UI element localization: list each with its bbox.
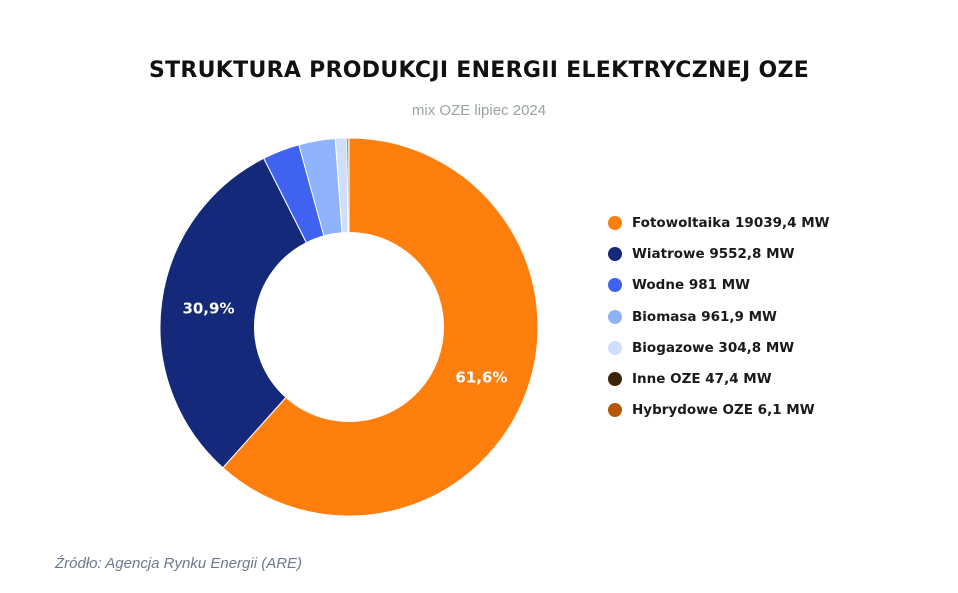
legend-swatch <box>608 403 622 418</box>
legend-item[interactable]: Hybrydowe OZE 6,1 MW <box>608 395 830 426</box>
donut-slice[interactable] <box>159 157 308 469</box>
legend-item[interactable]: Biogazowe 304,8 MW <box>608 332 830 363</box>
slice-data-label: 61,6% <box>455 369 507 387</box>
legend-item[interactable]: Inne OZE 47,4 MW <box>608 363 830 394</box>
legend-swatch <box>608 246 622 261</box>
legend-item[interactable]: Wiatrowe 9552,8 MW <box>608 238 830 269</box>
chart-subtitle: mix OZE lipiec 2024 <box>411 102 547 119</box>
legend-label: Wodne 981 MW <box>632 277 751 294</box>
legend-swatch <box>608 340 622 355</box>
chart-title: STRUKTURA PRODUKCJI ENERGII ELEKTRYCZNEJ… <box>148 58 810 83</box>
legend-swatch <box>608 372 622 387</box>
legend-item[interactable]: Biomasa 961,9 MW <box>608 301 830 332</box>
legend-item[interactable]: Fotowoltaika 19039,4 MW <box>608 207 830 238</box>
legend-label: Wiatrowe 9552,8 MW <box>632 245 795 262</box>
legend-label: Hybrydowe OZE 6,1 MW <box>632 402 815 419</box>
legend-label: Fotowoltaika 19039,4 MW <box>632 214 830 231</box>
chart-legend: Fotowoltaika 19039,4 MW Wiatrowe 9552,8 M… <box>608 207 830 426</box>
donut-slice[interactable] <box>222 137 539 517</box>
slice-data-label: 30,9% <box>182 299 234 317</box>
legend-swatch <box>608 278 622 293</box>
legend-label: Biomasa 961,9 MW <box>632 308 777 325</box>
legend-swatch <box>608 215 622 230</box>
source-note: Źródło: Agencja Rynku Energii (ARE) <box>55 555 303 572</box>
legend-item[interactable]: Wodne 981 MW <box>608 270 830 301</box>
legend-swatch <box>608 309 622 324</box>
legend-label: Inne OZE 47,4 MW <box>632 371 772 388</box>
legend-label: Biogazowe 304,8 MW <box>632 339 795 356</box>
